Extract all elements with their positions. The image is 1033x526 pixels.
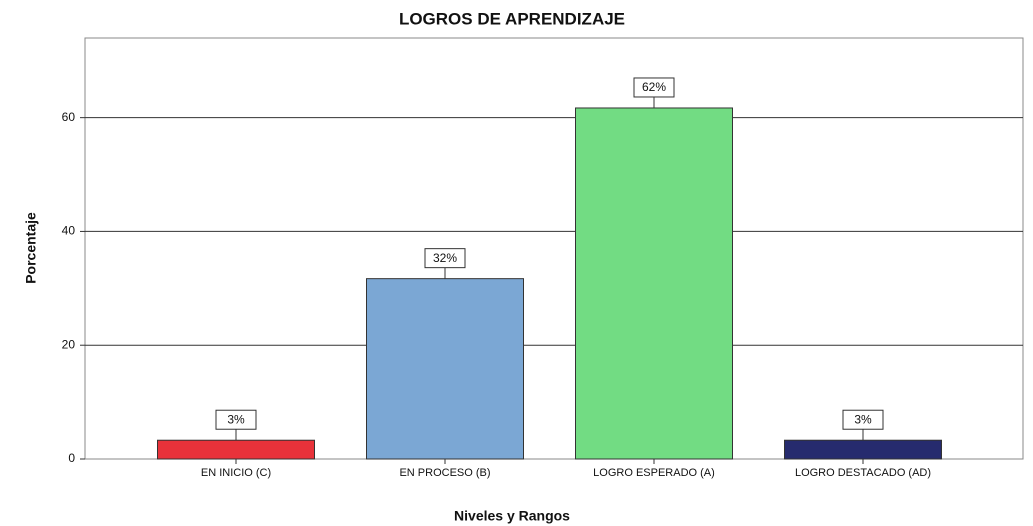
bar [575,107,733,460]
label-box [842,409,884,430]
label-box [633,77,675,98]
x-tick-label: EN PROCESO (B) [399,467,490,479]
y-axis-label: Porcentaje [23,212,39,284]
y-tick-label: 60 [62,110,76,124]
y-tick-label: 20 [62,337,76,351]
data-label: 3% [227,412,245,426]
bar [366,278,524,460]
data-label: 62% [642,80,666,94]
chart-title: LOGROS DE APRENDIZAJE [399,9,625,28]
bar [157,439,315,460]
data-label: 32% [433,251,457,265]
x-axis-label: Niveles y Rangos [454,508,570,524]
x-tick-label: EN INICIO (C) [201,467,271,479]
plot-frame [84,37,1024,460]
x-tick-label: LOGRO DESTACADO (AD) [795,467,931,479]
label-box [424,248,466,269]
y-tick-label: 0 [68,451,75,465]
data-label: 3% [854,412,872,426]
y-tick-label: 40 [62,224,76,238]
bar [784,439,942,460]
label-box [215,409,257,430]
x-tick-label: LOGRO ESPERADO (A) [593,467,715,479]
